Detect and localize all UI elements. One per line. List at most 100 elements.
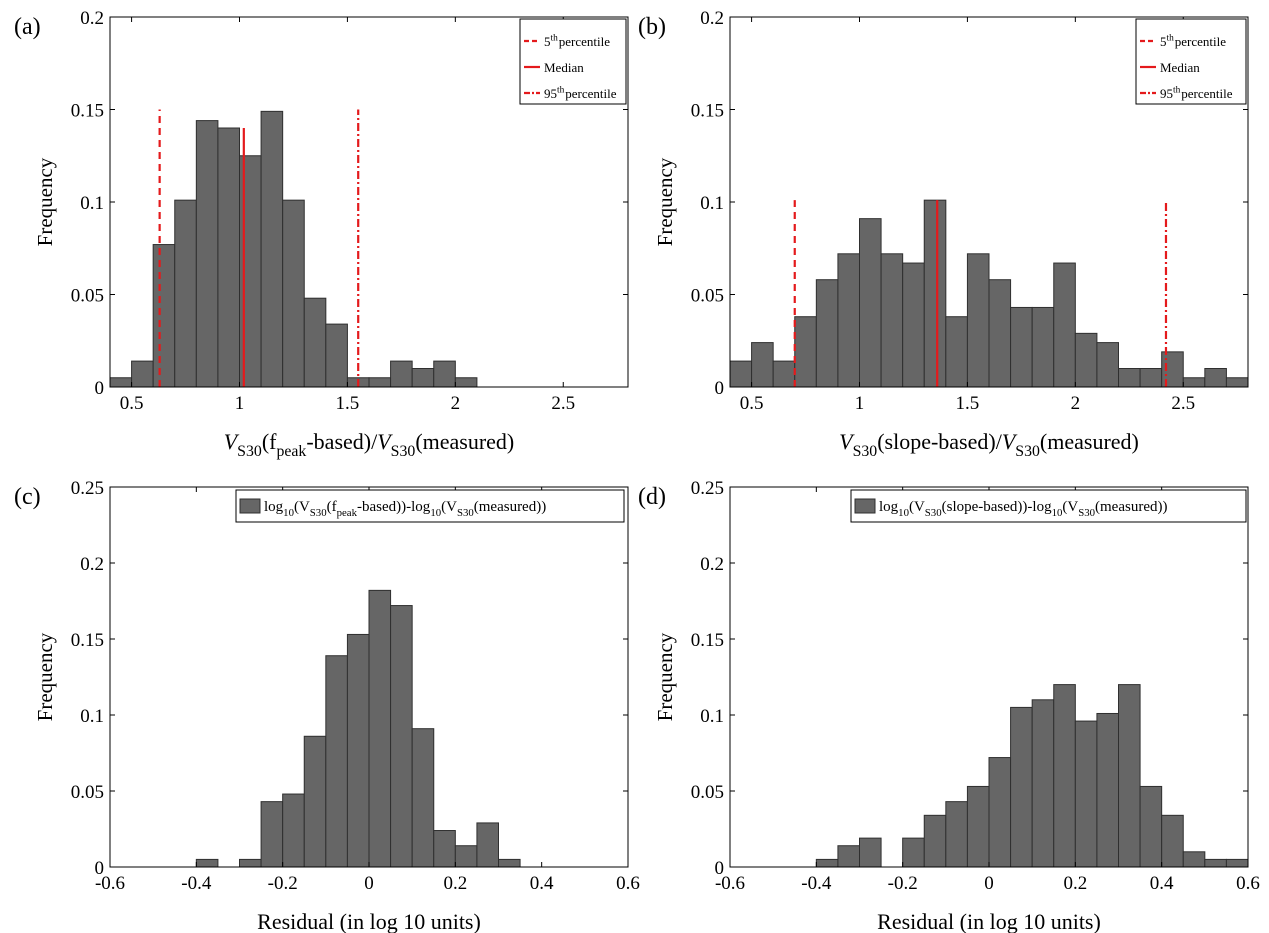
y-tick-label: 0.2 <box>700 554 724 575</box>
x-axis-label: VS30(slope-based)/VS30(measured) <box>839 429 1139 460</box>
x-axis-label: VS30(fpeak-based)/VS30(measured) <box>224 429 515 460</box>
histogram-bar <box>1204 368 1227 388</box>
histogram-bar <box>1182 377 1206 388</box>
histogram-bar <box>1139 368 1163 388</box>
histogram-bar <box>902 262 925 388</box>
histogram-bar <box>880 253 904 388</box>
y-tick-label: 0.2 <box>80 8 104 29</box>
histogram-bar <box>1053 262 1076 388</box>
histogram-bar <box>966 253 990 388</box>
x-tick-label: 0 <box>364 873 374 894</box>
legend-label: log10(VS30(slope-based))-log10(VS30(meas… <box>879 499 1167 519</box>
histogram-bar <box>1010 306 1033 388</box>
histogram-bar <box>282 199 305 388</box>
x-tick-label: -0.4 <box>801 873 832 894</box>
histogram-bar <box>815 279 839 388</box>
x-tick-label: -0.2 <box>268 873 298 894</box>
legend-box <box>850 489 1247 523</box>
x-tick-label: 1.5 <box>336 393 360 414</box>
histogram-bar <box>1204 858 1227 868</box>
histogram-bar <box>131 360 154 388</box>
y-tick-label: 0.15 <box>691 101 724 122</box>
histogram-bar <box>1074 332 1098 388</box>
legend-label: log10(VS30(fpeak-based))-log10(VS30(meas… <box>264 499 546 519</box>
x-tick-label: 0.5 <box>120 393 144 414</box>
histogram-bar <box>368 377 392 388</box>
y-tick-label: 0.25 <box>71 478 104 499</box>
histogram-bar <box>729 360 753 388</box>
histogram-bar <box>303 735 327 868</box>
histogram-bar <box>1161 814 1184 868</box>
x-axis-label: Residual (in log 10 units) <box>257 909 481 933</box>
histogram-bar <box>260 801 284 868</box>
x-tick-label: -0.6 <box>715 873 745 894</box>
legend-label: 5thpercentile <box>544 34 610 49</box>
histogram-bar <box>1118 368 1141 388</box>
panel-label: (d) <box>638 484 666 510</box>
x-tick-label: 2 <box>451 393 461 414</box>
x-tick-label: 2.5 <box>1171 393 1195 414</box>
x-tick-label: 2.5 <box>551 393 575 414</box>
histogram-bar <box>859 218 882 388</box>
x-tick-label: 1 <box>235 393 245 414</box>
legend-label: 5thpercentile <box>1160 34 1226 49</box>
x-tick-label: 2 <box>1071 393 1081 414</box>
x-tick-label: -0.2 <box>888 873 918 894</box>
chart-panel-d: -0.6 -0.4 -0.2 0 0.2 0.4 0.6 0 0.05 0.1 0.15 0.2 0.2… <box>638 478 1260 933</box>
histogram-bar <box>303 297 327 388</box>
histogram-bar <box>1118 684 1141 868</box>
legend: 5thpercentile Median 95thpercentile <box>519 18 627 105</box>
histogram-bar <box>433 830 456 868</box>
histogram-bar <box>772 360 796 388</box>
histogram-bar <box>1096 712 1119 868</box>
y-tick-label: 0.2 <box>80 554 104 575</box>
histogram-bar <box>945 801 968 868</box>
y-tick-label: 0.05 <box>71 782 104 803</box>
histogram-bar <box>815 858 839 868</box>
chart-panel-a: 0.5 1 1.5 2 2.5 0 0.05 0.1 0.15 0.2 Frequency VS30(… <box>14 8 629 460</box>
y-tick-label: 0.15 <box>691 630 724 651</box>
histogram-bar <box>217 127 241 388</box>
x-tick-label: 0.6 <box>616 873 640 894</box>
legend-box <box>1135 18 1247 105</box>
histogram-bar <box>751 342 774 388</box>
x-tick-label: 0.2 <box>1063 873 1087 894</box>
histogram-bar <box>174 199 197 388</box>
y-tick-label: 0.15 <box>71 101 104 122</box>
y-axis-label: Frequency <box>33 632 57 721</box>
histogram-bar <box>368 589 392 868</box>
histogram-bar <box>902 837 925 868</box>
histogram-bar <box>195 858 219 868</box>
histogram-bar <box>1031 699 1055 868</box>
histogram-bar <box>1053 684 1076 868</box>
x-tick-label: 0.2 <box>443 873 467 894</box>
histogram-bar <box>454 377 478 388</box>
histogram-bar <box>325 655 348 868</box>
histogram-bar <box>966 785 990 868</box>
x-tick-label: 0.4 <box>1150 873 1174 894</box>
x-tick-label: 1 <box>855 393 865 414</box>
histogram-bar <box>923 814 947 868</box>
y-tick-label: 0 <box>95 378 105 399</box>
histogram-bar <box>988 279 1012 388</box>
y-tick-label: 0.1 <box>80 706 104 727</box>
x-tick-label: -0.6 <box>95 873 125 894</box>
legend-box <box>519 18 627 105</box>
histogram-bar <box>498 858 521 868</box>
histogram-bar <box>945 316 968 388</box>
y-tick-label: 0.05 <box>691 286 724 307</box>
histogram-bar <box>152 244 176 388</box>
x-tick-label: 0.5 <box>740 393 764 414</box>
y-tick-label: 0.25 <box>691 478 724 499</box>
y-tick-label: 0 <box>715 378 725 399</box>
histogram-bar <box>346 633 370 868</box>
histogram-bar <box>837 845 861 868</box>
x-tick-label: -0.4 <box>181 873 212 894</box>
histogram-bar <box>411 728 435 868</box>
histogram-bar <box>1031 306 1055 388</box>
histogram-bar <box>454 845 478 868</box>
legend-swatch <box>854 498 876 514</box>
x-tick-label: 0.4 <box>530 873 554 894</box>
histogram-bar <box>390 605 413 868</box>
